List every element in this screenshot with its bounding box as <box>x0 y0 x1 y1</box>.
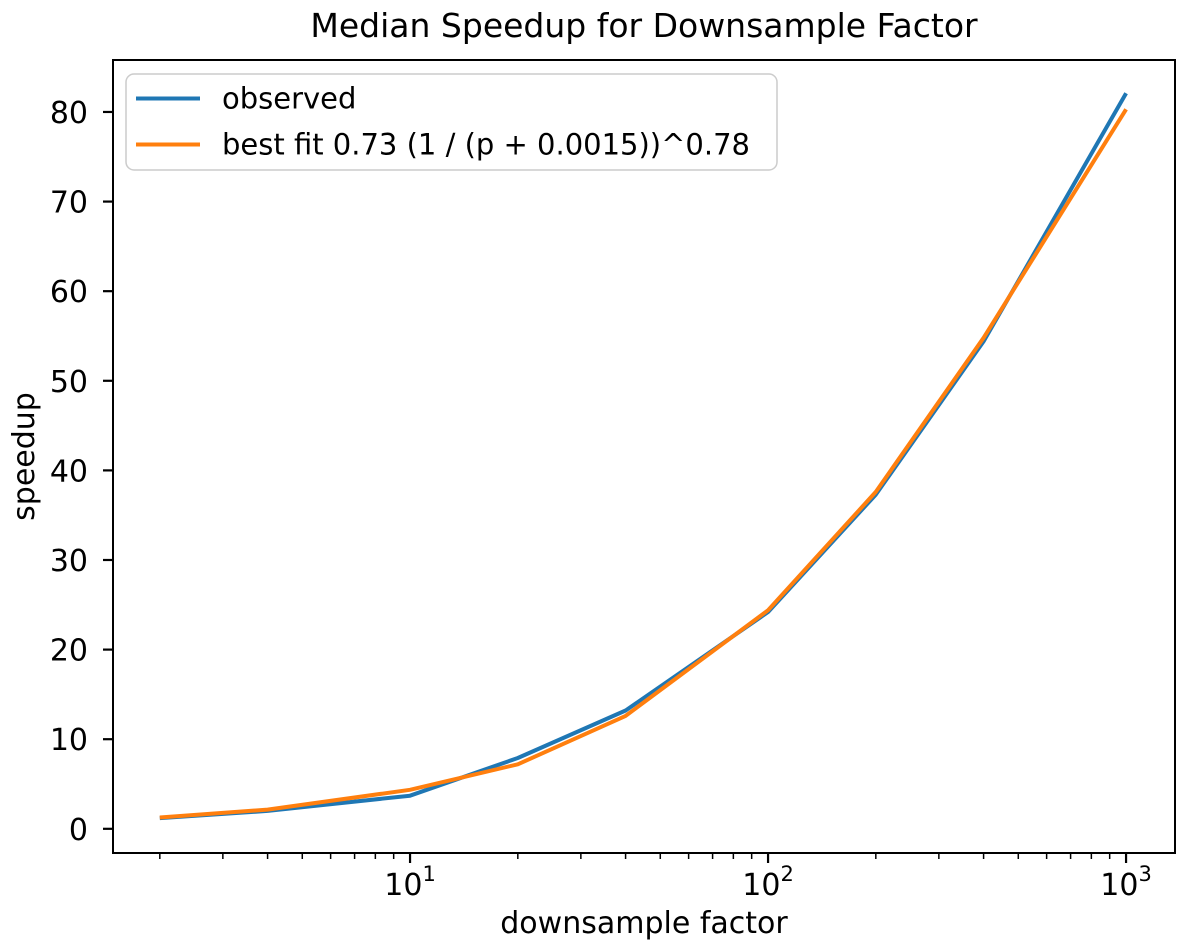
y-tick-label: 30 <box>50 544 88 579</box>
x-tick-label: 101 <box>384 862 436 903</box>
plot-area-border <box>112 59 1176 854</box>
y-tick-label: 10 <box>50 723 88 758</box>
y-tick-label: 80 <box>50 96 88 131</box>
y-tick-label: 20 <box>50 634 88 669</box>
x-tick-label: 103 <box>1100 862 1152 903</box>
y-tick-label: 70 <box>50 186 88 221</box>
legend-label: observed <box>222 82 356 116</box>
y-tick-label: 40 <box>50 454 88 489</box>
legend-box <box>125 73 778 171</box>
x-tick-label: 102 <box>742 862 794 903</box>
legend: observed best fit 0.73 (1 / (p + 0.0015))… <box>125 73 778 171</box>
x-axis-label: downsample factor <box>500 906 788 941</box>
chart-title: Median Speedup for Downsample Factor <box>310 6 978 45</box>
y-tick-label: 0 <box>69 813 88 848</box>
y-axis-label: speedup <box>7 392 42 521</box>
best-fit-line <box>159 108 1128 820</box>
y-tick-label: 50 <box>50 365 88 400</box>
legend-label: best fit 0.73 (1 / (p + 0.0015))^0.78 <box>222 128 750 162</box>
y-tick-label: 60 <box>50 275 88 310</box>
